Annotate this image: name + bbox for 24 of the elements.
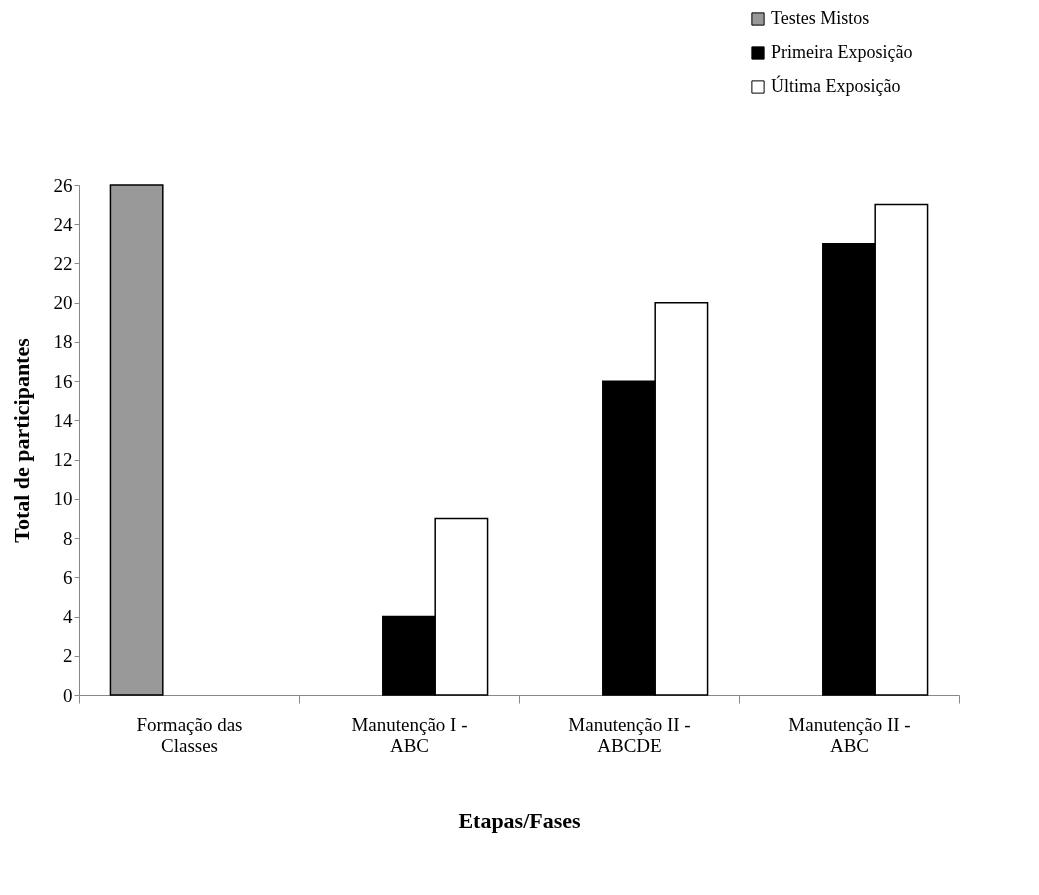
legend-label: Primeira Exposição xyxy=(771,42,913,62)
y-tick-label: 6 xyxy=(63,566,73,588)
y-tick-label: 14 xyxy=(53,409,73,431)
y-tick-label: 20 xyxy=(53,292,73,314)
y-tick-label: 22 xyxy=(53,252,73,274)
y-tick-label: 4 xyxy=(63,606,73,628)
legend-label: Última Exposição xyxy=(771,75,901,96)
y-tick-label: 16 xyxy=(53,370,73,392)
y-tick-label: 12 xyxy=(53,449,73,471)
y-tick-label: 2 xyxy=(63,645,73,667)
y-tick-label: 18 xyxy=(53,331,73,353)
x-tick-label: Manutenção II - ABCDE xyxy=(568,713,691,756)
y-tick-label: 10 xyxy=(53,488,73,510)
y-tick-label: 26 xyxy=(53,174,73,196)
y-tick-label: 24 xyxy=(53,213,73,235)
x-tick-label: Formação das Classes xyxy=(136,713,243,756)
y-axis-title: Total de participantes xyxy=(8,337,34,543)
y-tick-label: 8 xyxy=(63,527,73,549)
bar xyxy=(109,184,164,696)
x-axis-title: Etapas/Fases xyxy=(458,807,582,833)
x-tick-label: Manutenção II - ABC xyxy=(788,713,911,756)
y-tick-label: 0 xyxy=(63,684,73,706)
x-tick-label: Manutenção I - ABC xyxy=(351,713,468,756)
legend-label: Testes Mistos xyxy=(771,8,870,28)
